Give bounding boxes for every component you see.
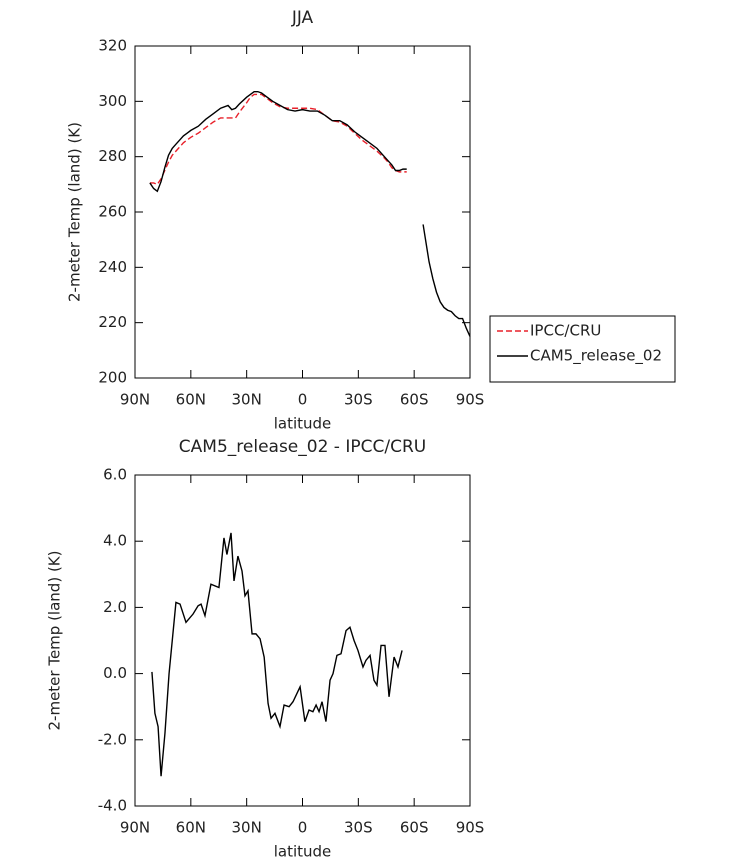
y-tick-label: 6.0: [103, 466, 127, 484]
data-line: [151, 532, 403, 777]
y-tick-label: 220: [98, 313, 127, 331]
x-axis-label: latitude: [274, 415, 332, 433]
y-tick-label: 280: [98, 147, 127, 165]
data-line: [149, 93, 407, 186]
chart-title: JJA: [291, 8, 314, 28]
x-tick-label: 60S: [400, 391, 429, 409]
y-axis-label: 2-meter Temp (land) (K): [66, 122, 84, 302]
x-axis-label: latitude: [274, 843, 332, 861]
y-tick-label: 4.0: [103, 532, 127, 550]
legend-box: [489, 315, 676, 383]
x-tick-label: 30S: [344, 391, 373, 409]
data-line: [149, 90, 471, 337]
x-tick-label: 0: [298, 819, 308, 837]
y-tick-label: 260: [98, 203, 127, 221]
plot-frame: [134, 45, 471, 379]
legend-label: IPCC/CRU: [530, 322, 601, 340]
x-tick-label: 30N: [232, 391, 262, 409]
y-tick-label: 240: [98, 258, 127, 276]
y-tick-label: 2.0: [103, 598, 127, 616]
x-tick-label: 90S: [456, 391, 485, 409]
x-tick-label: 90N: [120, 391, 150, 409]
x-tick-label: 60S: [400, 819, 429, 837]
chart-title: CAM5_release_02 - IPCC/CRU: [179, 437, 426, 457]
x-tick-label: 30N: [232, 819, 262, 837]
x-tick-label: 60N: [176, 391, 206, 409]
legend-label: CAM5_release_02: [530, 347, 662, 366]
y-tick-label: 200: [98, 369, 127, 387]
x-tick-label: 90N: [120, 819, 150, 837]
y-tick-label: -2.0: [98, 730, 127, 748]
x-tick-label: 60N: [176, 819, 206, 837]
plot-frame: [134, 474, 471, 807]
y-axis-label: 2-meter Temp (land) (K): [46, 551, 64, 731]
y-tick-label: 300: [98, 92, 127, 110]
y-tick-label: 320: [98, 37, 127, 55]
x-tick-label: 30S: [344, 819, 373, 837]
y-tick-label: 0.0: [103, 664, 127, 682]
x-tick-label: 0: [298, 391, 308, 409]
y-tick-label: -4.0: [98, 797, 127, 815]
x-tick-label: 90S: [456, 819, 485, 837]
